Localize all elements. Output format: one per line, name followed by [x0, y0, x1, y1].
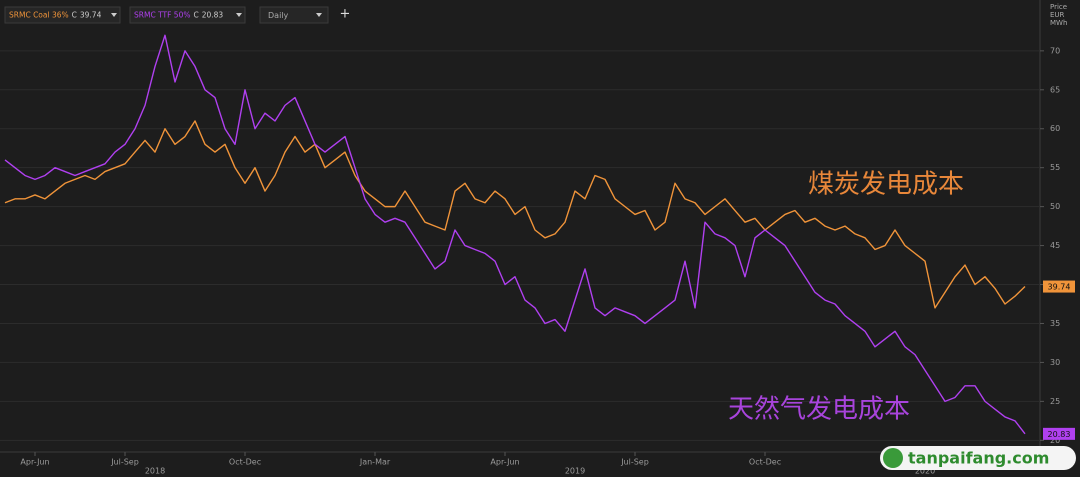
- legend-series-name: SRMC Coal 36%: [9, 11, 69, 20]
- watermark-logo: [883, 448, 903, 468]
- line-series: [4, 120, 1026, 309]
- annotation: 天然气发电成本: [728, 395, 910, 425]
- x-tick-label: Oct-Dec: [749, 458, 781, 467]
- line-series: [4, 34, 1026, 435]
- x-tick-label: Apr-Jun: [20, 458, 49, 467]
- interval-label: Daily: [268, 11, 289, 20]
- last-value-tag: [1043, 427, 1075, 440]
- y-tick-label: 55: [1050, 163, 1060, 172]
- last-value-label: 39.74: [1048, 283, 1071, 292]
- y-tick-label: 35: [1050, 319, 1060, 328]
- y-axis-label: EUR: [1050, 11, 1065, 19]
- legend-close-value: 39.74: [80, 11, 102, 20]
- x-year-label: 2018: [145, 467, 165, 476]
- watermark-bg: [880, 446, 1076, 470]
- last-value-tag: [1043, 280, 1075, 293]
- legend-series-name: SRMC TTF 50%: [134, 11, 190, 20]
- y-tick-label: 70: [1050, 46, 1060, 55]
- x-year-label: 2020: [915, 467, 935, 476]
- y-axis-label: MWh: [1050, 19, 1067, 27]
- annotation: 煤炭发电成本: [808, 170, 964, 200]
- add-button[interactable]: +: [340, 7, 351, 22]
- y-tick-label: 45: [1050, 241, 1060, 250]
- y-axis-label: Price: [1050, 3, 1067, 11]
- interval-dropdown[interactable]: [259, 6, 329, 24]
- dropdown-arrow: [236, 13, 242, 17]
- legend-label: SRMC TTF 50% C 20.83: [134, 11, 223, 20]
- legend-close-value: 20.83: [202, 11, 224, 20]
- y-tick-label: 20: [1050, 436, 1060, 445]
- x-tick-label: Jan-Mar: [359, 458, 391, 467]
- dropdown-arrow: [316, 13, 322, 17]
- y-tick-label: 50: [1050, 202, 1060, 211]
- legend-label: SRMC Coal 36% C 39.74: [9, 11, 102, 20]
- last-value-label: 20.83: [1048, 430, 1071, 439]
- legend-close-prefix: C: [193, 11, 198, 20]
- legend-box[interactable]: [4, 6, 121, 24]
- x-tick-label: Jul-Sep: [620, 458, 649, 467]
- legend-close-prefix: C: [72, 11, 77, 20]
- x-tick-label: Jul-Sep: [110, 458, 139, 467]
- y-tick-label: 30: [1050, 358, 1060, 367]
- x-year-label: 2019: [565, 467, 585, 476]
- watermark: tanpaifang.com: [908, 449, 1049, 468]
- y-tick-label: 60: [1050, 124, 1060, 133]
- x-tick-label: Apr-Jun: [490, 458, 519, 467]
- y-tick-label: 65: [1050, 85, 1060, 94]
- dropdown-arrow: [111, 13, 117, 17]
- y-tick-label: 25: [1050, 397, 1060, 406]
- legend-box[interactable]: [129, 6, 246, 24]
- x-tick-label: Oct-Dec: [229, 458, 261, 467]
